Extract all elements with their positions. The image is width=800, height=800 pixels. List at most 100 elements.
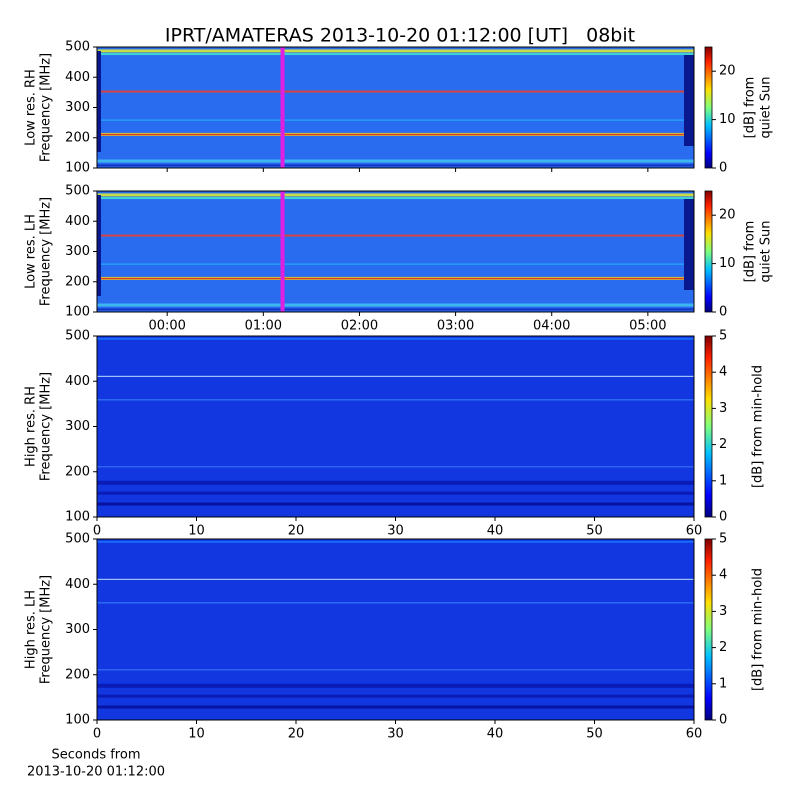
y-axis-label: Low res. LH [24, 214, 39, 289]
colorbar-tick-label: 5 [719, 329, 727, 344]
spectral-band [97, 683, 694, 688]
colorbar-label: [dB] from [743, 221, 758, 283]
colorbar [704, 538, 713, 721]
data-gap [684, 55, 694, 146]
x-tick-label: 30 [387, 727, 404, 742]
colorbar-tick-label: 10 [719, 112, 736, 127]
colorbar-tick-label: 0 [719, 713, 727, 728]
x-tick-label: 40 [487, 727, 504, 742]
spectral-band [97, 602, 694, 604]
spectral-band [97, 502, 694, 506]
colorbar-tick-label: 3 [719, 401, 727, 416]
y-tick-label: 500 [65, 40, 90, 55]
y-axis-label: Frequency [MHz] [39, 197, 54, 306]
x-tick-label: 0 [93, 727, 101, 742]
y-axis-label: Frequency [MHz] [39, 575, 54, 684]
y-tick-label: 200 [65, 130, 90, 145]
spectral-band [97, 159, 694, 163]
x-tick-label: 60 [686, 524, 703, 539]
y-tick-label: 500 [65, 329, 90, 344]
x-tick-label: 20 [288, 524, 305, 539]
x-tick-label: 0 [93, 524, 101, 539]
colorbar-tick-label: 20 [719, 208, 736, 223]
spectrogram [97, 191, 694, 312]
spectral-band [97, 694, 694, 698]
x-tick-label: 50 [586, 524, 603, 539]
x-tick-label: 10 [188, 524, 205, 539]
y-tick-label: 100 [65, 713, 90, 728]
y-tick-label: 500 [65, 532, 90, 547]
spectral-band [97, 53, 694, 56]
data-gap [97, 51, 101, 152]
colorbar-label: quiet Sun [759, 76, 774, 138]
data-gap [97, 195, 101, 296]
spectrogram [97, 336, 694, 517]
colorbar-tick-label: 5 [719, 532, 727, 547]
spectral-band [97, 308, 694, 311]
x-tick-label: 03:00 [437, 319, 474, 334]
x-tick-label: 02:00 [341, 319, 378, 334]
x-tick-label: 04:00 [533, 319, 570, 334]
spectral-band [97, 193, 694, 197]
y-tick-label: 400 [65, 577, 90, 592]
colorbar-tick-label: 1 [719, 676, 727, 691]
spectral-band [97, 49, 694, 53]
y-axis-label: High res. LH [24, 590, 39, 669]
y-axis-label: Frequency [MHz] [39, 372, 54, 481]
y-tick-label: 100 [65, 161, 90, 176]
x-tick-label: 05:00 [629, 319, 666, 334]
y-tick-label: 300 [65, 244, 90, 259]
spectral-band [97, 134, 694, 136]
spectral-band [97, 197, 694, 200]
colorbar-tick-label: 0 [719, 510, 727, 525]
x-tick-label: 10 [188, 727, 205, 742]
y-tick-label: 400 [65, 70, 90, 85]
colorbar [704, 190, 713, 313]
figure-title: IPRT/AMATERAS 2013-10-20 01:12:00 [UT] 0… [165, 25, 635, 47]
spectral-band [97, 303, 694, 307]
spectral-band [97, 234, 694, 237]
time-marker [280, 47, 285, 168]
spectral-band [97, 399, 694, 401]
colorbar-tick-label: 4 [719, 365, 727, 380]
y-tick-label: 400 [65, 374, 90, 389]
y-tick-label: 300 [65, 622, 90, 637]
x-tick-label: 20 [288, 727, 305, 742]
x-tick-label: 01:00 [245, 319, 282, 334]
data-gap [684, 199, 694, 290]
spectral-band [97, 540, 694, 543]
spectral-band [97, 480, 694, 485]
spectral-band [97, 669, 694, 671]
colorbar-label: [dB] from min-hold [751, 365, 766, 488]
time-marker [280, 191, 285, 312]
x-tick-label: 00:00 [148, 319, 185, 334]
colorbar-tick-label: 4 [719, 568, 727, 583]
y-tick-label: 500 [65, 184, 90, 199]
colorbar-label: quiet Sun [759, 220, 774, 282]
spectral-band [97, 263, 694, 265]
colorbar [704, 46, 713, 169]
spectral-band [97, 466, 694, 468]
x-tick-label: 50 [586, 727, 603, 742]
colorbar-tick-label: 2 [719, 437, 727, 452]
colorbar-tick-label: 3 [719, 604, 727, 619]
y-tick-label: 200 [65, 274, 90, 289]
spectral-band [97, 119, 694, 121]
spectral-band [97, 578, 694, 580]
spectral-band [97, 278, 694, 280]
colorbar-tick-label: 1 [719, 473, 727, 488]
y-tick-label: 400 [65, 214, 90, 229]
spectral-band [97, 90, 694, 93]
y-axis-label: Low res. RH [24, 69, 39, 146]
y-tick-label: 100 [65, 305, 90, 320]
spectral-band [97, 491, 694, 495]
colorbar-tick-label: 20 [719, 64, 736, 79]
spectrogram [97, 47, 694, 168]
x-tick-label: 60 [686, 727, 703, 742]
y-axis-label: High res. RH [24, 386, 39, 467]
spectral-band [97, 375, 694, 377]
y-tick-label: 200 [65, 464, 90, 479]
colorbar-tick-label: 0 [719, 161, 727, 176]
y-tick-label: 100 [65, 510, 90, 525]
x-axis-label: Seconds from [51, 748, 140, 763]
